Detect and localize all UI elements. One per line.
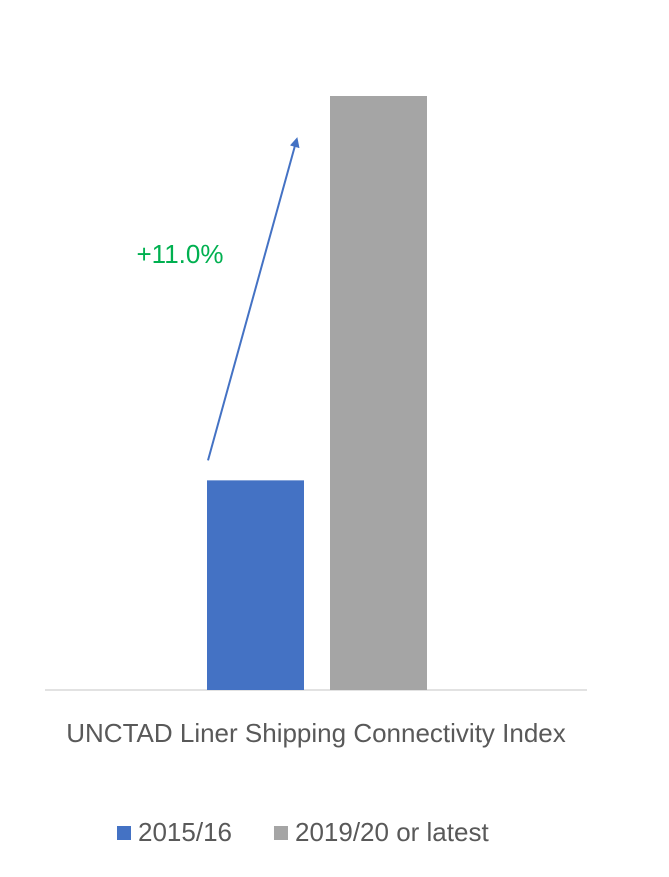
legend-label: 2015/16	[138, 817, 232, 847]
bar	[330, 96, 427, 690]
annotation: +11.0%	[137, 239, 224, 269]
category-label: UNCTAD Liner Shipping Connectivity Index	[66, 718, 566, 748]
legend-swatch	[273, 826, 288, 840]
legend-swatch	[117, 826, 131, 840]
bar	[207, 480, 304, 690]
legend-label: 2019/20 or latest	[295, 817, 489, 847]
growth-arrow	[207, 137, 300, 461]
